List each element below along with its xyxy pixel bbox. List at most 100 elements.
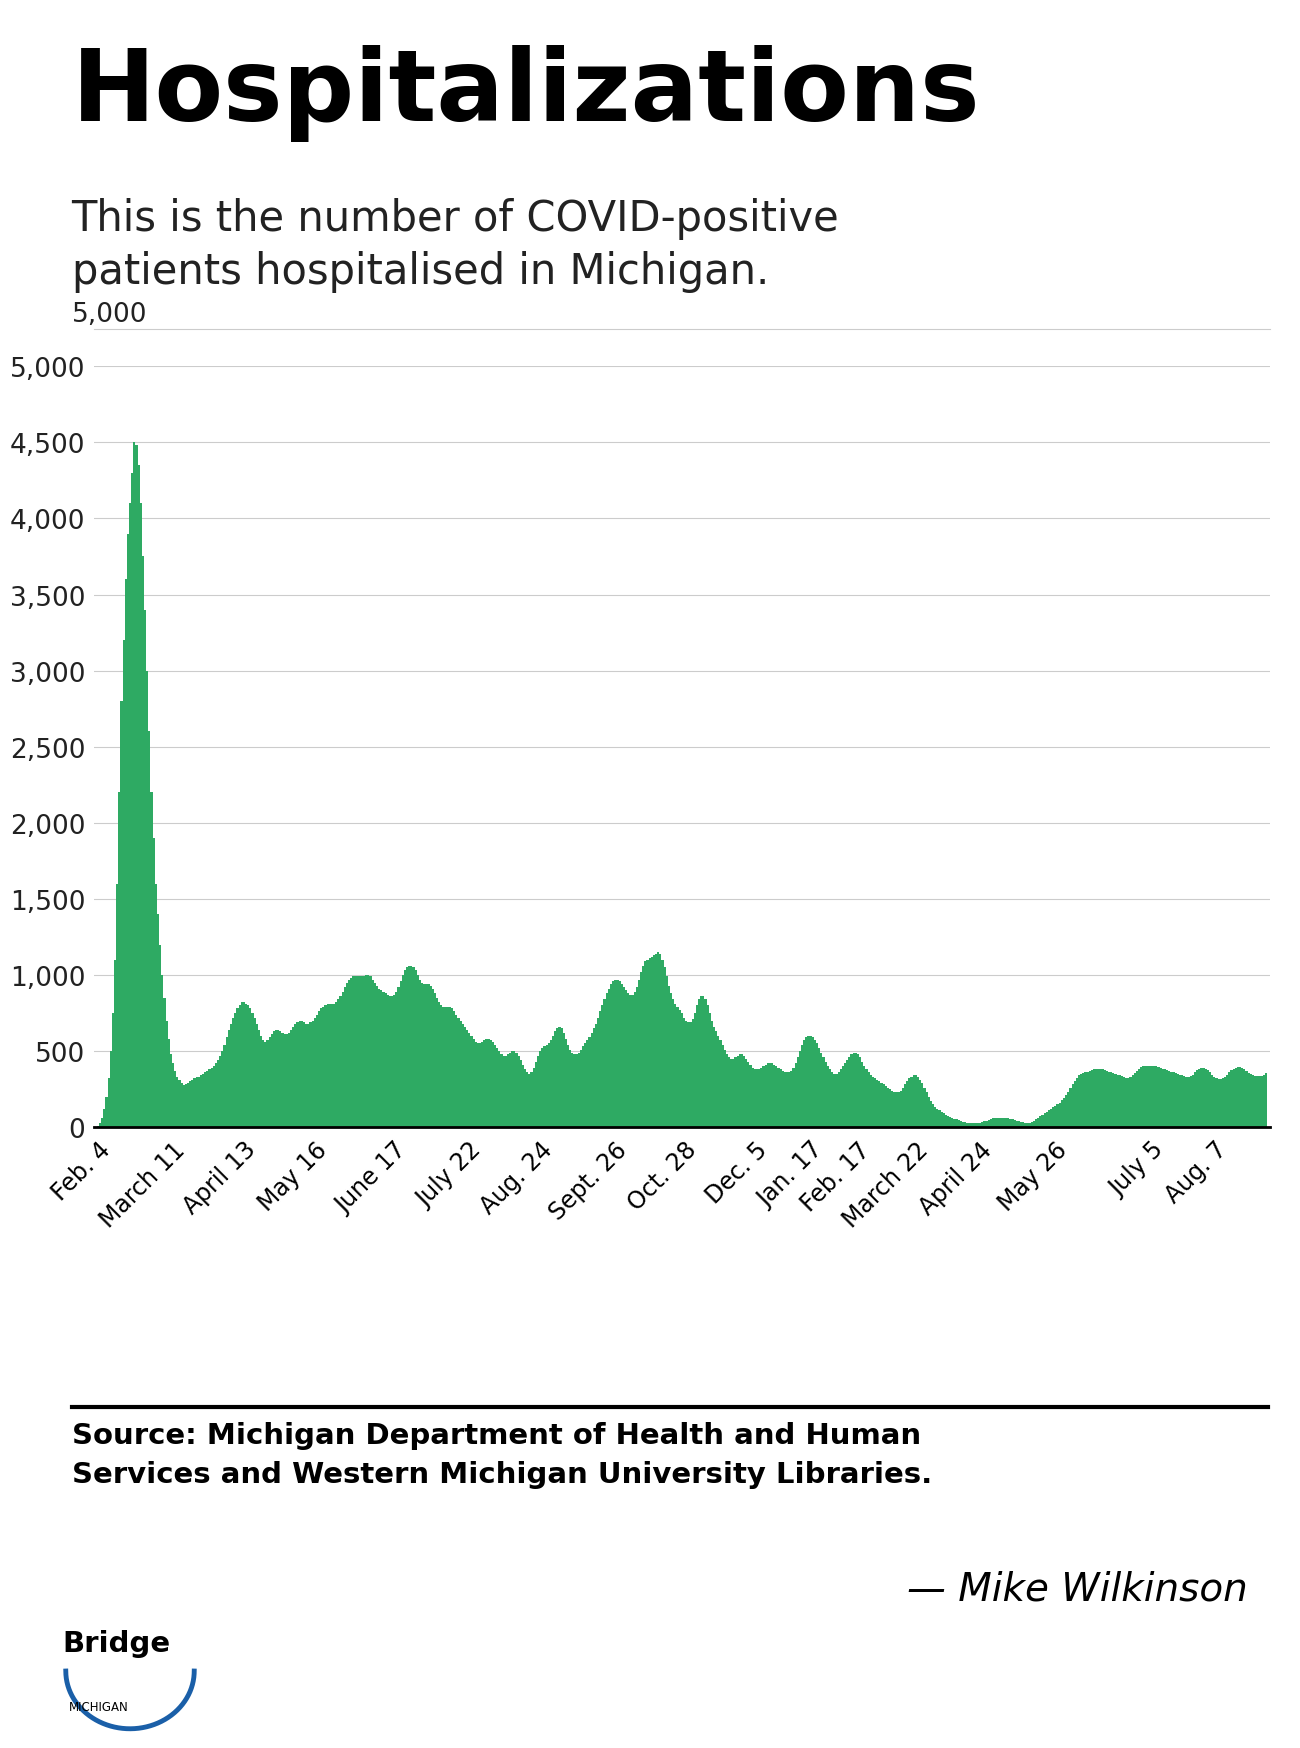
Bar bbox=[712, 1028, 715, 1127]
Bar bbox=[382, 993, 385, 1127]
Bar bbox=[1202, 1068, 1205, 1127]
Bar bbox=[1235, 1068, 1236, 1127]
Bar bbox=[945, 1115, 946, 1127]
Bar bbox=[1078, 1075, 1080, 1127]
Bar bbox=[277, 1030, 280, 1127]
Bar bbox=[528, 1075, 530, 1127]
Bar bbox=[554, 1031, 556, 1127]
Bar bbox=[610, 984, 612, 1127]
Bar bbox=[441, 1005, 442, 1127]
Bar bbox=[1213, 1077, 1216, 1127]
Bar bbox=[883, 1086, 885, 1127]
Bar bbox=[556, 1028, 559, 1127]
Bar bbox=[282, 1033, 283, 1127]
Bar bbox=[874, 1079, 876, 1127]
Bar bbox=[1190, 1077, 1192, 1127]
Bar bbox=[956, 1120, 958, 1127]
Bar bbox=[1261, 1077, 1262, 1127]
Bar bbox=[803, 1040, 805, 1127]
Bar bbox=[517, 1056, 520, 1127]
Bar bbox=[105, 1098, 108, 1127]
Bar bbox=[207, 1072, 208, 1127]
Bar bbox=[790, 1072, 793, 1127]
Bar bbox=[376, 986, 378, 1127]
Bar bbox=[571, 1052, 573, 1127]
Bar bbox=[906, 1082, 909, 1127]
Bar bbox=[348, 981, 350, 1127]
Bar bbox=[363, 977, 365, 1127]
Bar bbox=[1143, 1066, 1144, 1127]
Bar bbox=[994, 1119, 996, 1127]
Bar bbox=[702, 996, 705, 1127]
Bar bbox=[425, 984, 428, 1127]
Bar bbox=[751, 1068, 754, 1127]
Bar bbox=[768, 1063, 771, 1127]
Bar bbox=[1034, 1120, 1035, 1127]
Bar bbox=[1067, 1092, 1070, 1127]
Bar bbox=[982, 1122, 984, 1127]
Bar bbox=[1222, 1079, 1223, 1127]
Bar bbox=[451, 1009, 454, 1127]
Bar bbox=[1008, 1119, 1009, 1127]
Bar bbox=[844, 1063, 846, 1127]
Bar bbox=[233, 1017, 234, 1127]
Bar bbox=[876, 1080, 879, 1127]
Bar bbox=[1193, 1073, 1196, 1127]
Bar bbox=[774, 1065, 775, 1127]
Bar bbox=[202, 1075, 204, 1127]
Bar bbox=[903, 1086, 906, 1127]
Bar bbox=[300, 1021, 303, 1127]
Bar bbox=[939, 1110, 941, 1127]
Bar bbox=[719, 1040, 722, 1127]
Bar bbox=[916, 1077, 919, 1127]
Bar bbox=[794, 1063, 797, 1127]
Bar bbox=[602, 1005, 603, 1127]
Bar bbox=[682, 1017, 685, 1127]
Bar bbox=[448, 1007, 451, 1127]
Bar bbox=[142, 558, 144, 1127]
Bar bbox=[1169, 1072, 1170, 1127]
Bar bbox=[820, 1052, 823, 1127]
Bar bbox=[500, 1054, 503, 1127]
Bar bbox=[1058, 1103, 1061, 1127]
Bar bbox=[1176, 1075, 1179, 1127]
Bar bbox=[1100, 1070, 1101, 1127]
Bar bbox=[406, 968, 408, 1127]
Bar bbox=[870, 1075, 872, 1127]
Bar bbox=[1009, 1119, 1011, 1127]
Bar bbox=[829, 1070, 831, 1127]
Bar bbox=[885, 1087, 887, 1127]
Bar bbox=[436, 998, 438, 1127]
Bar bbox=[214, 1063, 217, 1127]
Bar bbox=[484, 1040, 485, 1127]
Bar bbox=[286, 1035, 287, 1127]
Bar bbox=[651, 958, 653, 1127]
Bar bbox=[1179, 1075, 1180, 1127]
Bar bbox=[701, 996, 702, 1127]
Bar bbox=[460, 1021, 462, 1127]
Text: — Mike Wilkinson: — Mike Wilkinson bbox=[907, 1570, 1248, 1608]
Bar bbox=[195, 1077, 198, 1127]
Bar bbox=[516, 1052, 517, 1127]
Bar bbox=[276, 1030, 277, 1127]
Bar bbox=[1162, 1070, 1164, 1127]
Bar bbox=[438, 1003, 441, 1127]
Bar bbox=[1114, 1075, 1117, 1127]
Bar bbox=[537, 1056, 540, 1127]
Bar bbox=[524, 1070, 526, 1127]
Bar bbox=[569, 1051, 571, 1127]
Bar bbox=[831, 1073, 833, 1127]
Bar bbox=[930, 1101, 932, 1127]
Bar bbox=[419, 981, 421, 1127]
Bar bbox=[724, 1051, 725, 1127]
Bar bbox=[365, 975, 368, 1127]
Bar bbox=[762, 1066, 764, 1127]
Bar bbox=[220, 1056, 221, 1127]
Bar bbox=[658, 953, 659, 1127]
Bar bbox=[1242, 1068, 1243, 1127]
Bar bbox=[573, 1054, 576, 1127]
Text: Hospitalizations: Hospitalizations bbox=[72, 45, 980, 142]
Bar bbox=[992, 1119, 994, 1127]
Bar bbox=[670, 993, 672, 1127]
Bar bbox=[879, 1082, 880, 1127]
